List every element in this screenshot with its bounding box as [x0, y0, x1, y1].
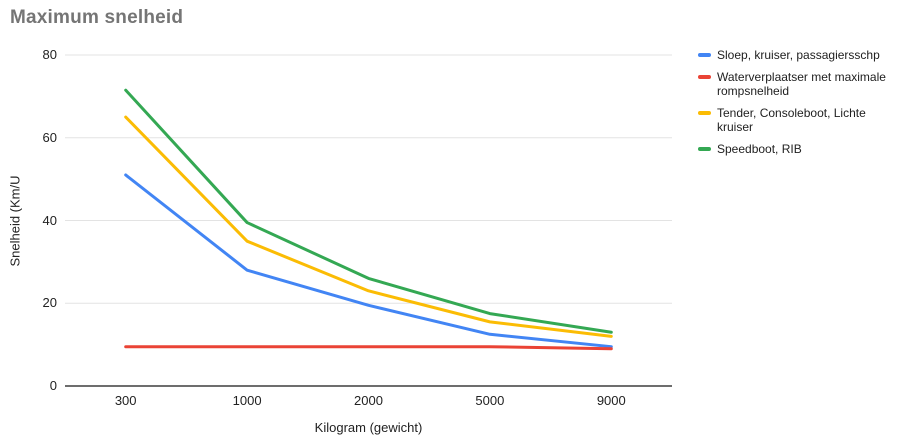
series-line [124, 88, 613, 334]
legend-series-label: Waterverplaatser met maximale rompsnelhe… [717, 70, 886, 98]
y-axis-title: Snelheid (Km/U [7, 175, 23, 267]
legend-item[interactable]: Sloep, kruiser, passagiersschp [698, 48, 903, 62]
legend-item[interactable]: Speedboot, RIB [698, 142, 903, 156]
chart-title: Maximum snelheid [10, 7, 184, 28]
legend-item[interactable]: Waterverplaatser met maximale rompsnelhe… [698, 70, 903, 98]
series-line [124, 345, 613, 351]
legend-series-marker [698, 75, 711, 79]
series-line [124, 115, 613, 338]
legend-item[interactable]: Tender, Consoleboot, Lichte kruiser [698, 106, 903, 134]
legend-series-marker [698, 111, 711, 115]
legend: Sloep, kruiser, passagiersschp Waterverpl… [698, 48, 903, 156]
legend-series-marker [698, 53, 711, 57]
x-axis-title: Kilogram (gewicht) [314, 420, 423, 435]
x-tick-label: 2000 [354, 393, 383, 408]
x-tick-label: 5000 [475, 393, 505, 408]
legend-series-label: Sloep, kruiser, passagiersschp [717, 48, 880, 62]
x-tick-label: 9000 [596, 393, 626, 408]
x-tick-label: 300 [114, 393, 137, 408]
y-tick-label: 40 [42, 212, 57, 228]
legend-series-marker [698, 147, 711, 151]
y-tick-label: 0 [49, 378, 57, 393]
y-tick-label: 20 [42, 295, 57, 311]
x-tick-label: 1000 [232, 393, 262, 408]
y-tick-label: 60 [42, 129, 57, 145]
y-tick-label: 80 [42, 47, 57, 62]
legend-series-label: Tender, Consoleboot, Lichte kruiser [717, 106, 866, 134]
legend-series-label: Speedboot, RIB [717, 142, 802, 156]
series-line [124, 173, 613, 349]
